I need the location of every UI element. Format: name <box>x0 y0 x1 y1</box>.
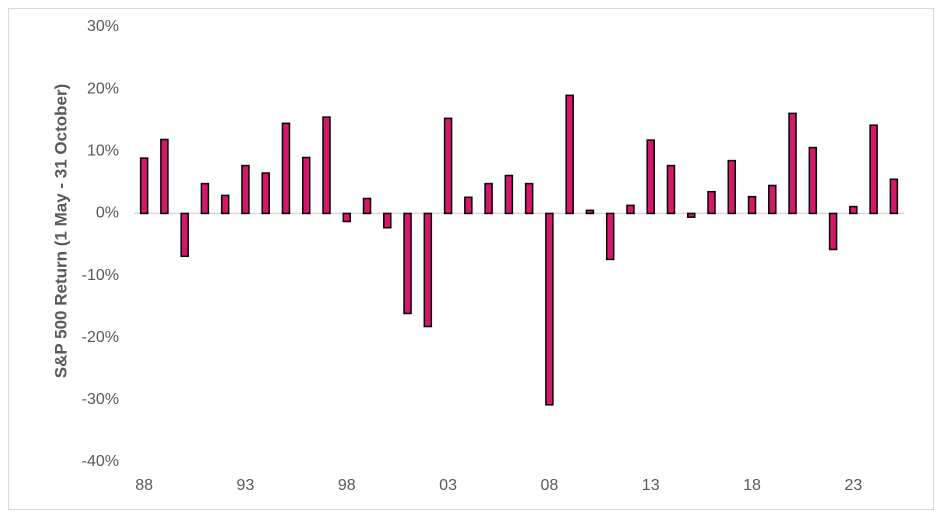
chart-frame <box>8 8 934 510</box>
bar <box>788 112 797 215</box>
bar <box>828 212 838 251</box>
x-tick-label: 08 <box>540 477 558 494</box>
y-tick-label: 20% <box>87 80 119 97</box>
x-tick-label: 88 <box>135 477 153 494</box>
bar <box>362 197 372 215</box>
y-axis-title: S&P 500 Return (1 May - 31 October) <box>51 84 70 378</box>
bar <box>423 212 433 328</box>
x-tick-label: 03 <box>439 477 457 494</box>
x-tick-label: 98 <box>338 477 356 494</box>
bar <box>686 212 696 218</box>
y-tick-label: -40% <box>82 453 119 470</box>
x-tick-label: 23 <box>844 477 862 494</box>
bar <box>403 212 412 315</box>
bar <box>565 94 574 215</box>
y-tick-label: 10% <box>87 143 119 160</box>
bar <box>646 139 655 215</box>
bar <box>727 159 737 215</box>
bar <box>464 196 473 215</box>
bar <box>545 212 554 406</box>
y-tick-label: -30% <box>82 391 119 408</box>
bar <box>241 164 250 215</box>
bar <box>200 182 210 215</box>
bar <box>322 116 331 215</box>
y-tick-label: 30% <box>87 18 119 35</box>
x-tick-label: 93 <box>237 477 255 494</box>
bar <box>849 205 858 215</box>
y-tick-label: -20% <box>82 329 119 346</box>
bar <box>160 138 169 215</box>
bar <box>869 124 878 215</box>
bar <box>666 164 676 215</box>
bar <box>484 182 493 215</box>
bar <box>342 212 352 223</box>
bar <box>605 212 615 261</box>
x-tick-label: 18 <box>743 477 761 494</box>
bar <box>626 204 635 215</box>
bar <box>443 117 453 215</box>
bar <box>707 190 716 215</box>
bar <box>281 122 291 215</box>
bar <box>585 209 595 215</box>
bar <box>747 195 757 215</box>
bar <box>808 146 818 215</box>
bar <box>504 174 514 215</box>
bar <box>383 212 392 229</box>
y-tick-label: -10% <box>82 267 119 284</box>
bar <box>261 172 270 215</box>
bar <box>301 156 311 215</box>
bar <box>524 182 534 215</box>
bar <box>220 194 230 215</box>
bar <box>139 157 149 215</box>
y-tick-label: 0% <box>96 205 119 222</box>
x-tick-label: 13 <box>642 477 660 494</box>
bar <box>768 184 777 215</box>
bar <box>889 178 899 215</box>
bar <box>180 212 189 258</box>
